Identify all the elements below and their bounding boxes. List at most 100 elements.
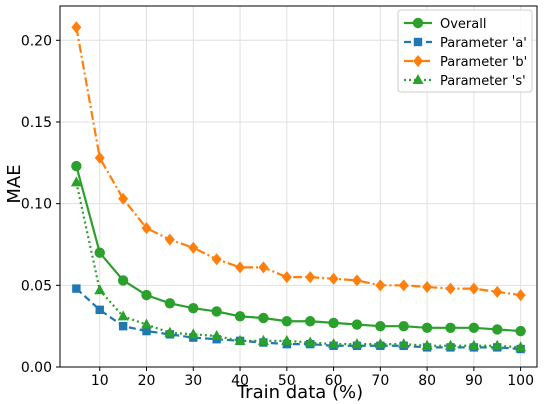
data-point xyxy=(71,21,82,34)
data-point xyxy=(421,339,433,350)
data-point xyxy=(95,305,104,315)
data-point xyxy=(235,261,246,274)
data-point xyxy=(142,326,151,336)
y-tick-label: 0.20 xyxy=(21,33,52,49)
legend-marker xyxy=(412,17,424,29)
data-point xyxy=(141,318,153,329)
data-point xyxy=(328,272,339,285)
data-point xyxy=(188,241,199,254)
series-overall xyxy=(71,160,526,337)
data-point xyxy=(515,325,526,337)
data-point xyxy=(445,322,456,333)
data-point xyxy=(351,274,362,287)
data-point xyxy=(94,284,106,295)
data-point xyxy=(187,328,199,339)
data-point xyxy=(141,289,152,301)
y-tick-label: 0.15 xyxy=(21,115,52,131)
data-point xyxy=(398,320,409,332)
data-point xyxy=(422,280,433,293)
data-point xyxy=(515,289,526,302)
data-point xyxy=(164,298,176,309)
data-point xyxy=(281,271,292,284)
x-tick-label: 70 xyxy=(371,373,389,389)
x-tick-label: 40 xyxy=(231,373,249,389)
series-line xyxy=(75,182,521,349)
data-point xyxy=(305,271,316,284)
data-point xyxy=(468,282,479,295)
data-point xyxy=(234,311,246,322)
data-point xyxy=(398,279,409,292)
data-point xyxy=(118,192,129,205)
data-point xyxy=(117,310,129,321)
data-point xyxy=(188,302,199,314)
x-tick-label: 90 xyxy=(465,373,483,389)
data-point xyxy=(211,329,223,340)
plot-area-frame xyxy=(59,5,538,368)
data-point xyxy=(164,326,176,337)
data-point xyxy=(351,338,363,349)
data-point xyxy=(421,322,433,333)
data-point xyxy=(118,321,128,331)
data-point xyxy=(304,316,316,327)
data-point xyxy=(304,336,316,347)
data-point xyxy=(398,338,410,349)
data-point xyxy=(72,284,81,293)
x-axis-ticks: 10 20 30 40 50 60 70 80 90 100 xyxy=(91,367,534,389)
data-point xyxy=(211,306,222,317)
data-point xyxy=(94,247,105,258)
series-parameter-s xyxy=(70,176,527,352)
y-axis-ticks: 0.00 0.05 0.10 0.15 0.20 xyxy=(21,33,60,376)
legend-label: Parameter 's' xyxy=(440,74,526,89)
x-tick-label: 20 xyxy=(138,373,156,389)
data-point xyxy=(70,176,82,187)
series-line xyxy=(75,165,521,333)
legend-marker xyxy=(413,37,423,47)
data-point xyxy=(234,334,246,345)
data-point xyxy=(258,312,269,324)
data-point xyxy=(141,222,152,235)
data-point xyxy=(468,322,480,333)
series-line xyxy=(75,287,521,351)
x-tick-label: 80 xyxy=(418,373,436,389)
data-point xyxy=(468,339,480,350)
y-tick-label: 0.05 xyxy=(21,278,52,294)
data-point xyxy=(444,339,456,350)
data-point xyxy=(164,233,175,246)
series-parameter-b xyxy=(71,21,526,302)
data-point xyxy=(328,338,340,349)
data-point xyxy=(257,334,269,345)
y-axis-label: MAE xyxy=(4,164,25,203)
x-tick-label: 50 xyxy=(278,373,296,389)
legend-marker xyxy=(413,55,423,67)
data-point xyxy=(445,282,456,295)
data-point xyxy=(71,160,82,172)
data-point xyxy=(515,341,527,352)
data-point xyxy=(491,339,503,350)
y-tick-label: 0.00 xyxy=(21,360,52,376)
legend: Overall Parameter 'a' Parameter 'b' Paramet… xyxy=(397,9,533,93)
x-tick-label: 60 xyxy=(325,373,343,389)
data-point xyxy=(211,253,222,266)
series-parameter-a xyxy=(72,284,525,354)
data-point xyxy=(375,279,386,292)
data-point xyxy=(258,261,269,274)
data-point xyxy=(94,151,105,164)
data-point xyxy=(281,316,293,327)
legend-box xyxy=(397,9,533,93)
legend-marker xyxy=(412,74,424,84)
data-point xyxy=(281,334,293,345)
x-tick-label: 30 xyxy=(184,373,202,389)
legend-label: Parameter 'b' xyxy=(440,55,527,70)
legend-label: Overall xyxy=(440,17,486,32)
x-axis-label: Train data (%) xyxy=(236,382,363,403)
data-point xyxy=(492,285,503,298)
data-point xyxy=(375,320,386,332)
data-point xyxy=(374,338,386,349)
legend-label: Parameter 'a' xyxy=(440,36,527,51)
x-tick-label: 100 xyxy=(507,373,534,389)
data-point xyxy=(492,324,503,335)
y-tick-label: 0.10 xyxy=(21,197,52,213)
data-point xyxy=(117,275,129,286)
x-tick-label: 10 xyxy=(91,373,109,389)
